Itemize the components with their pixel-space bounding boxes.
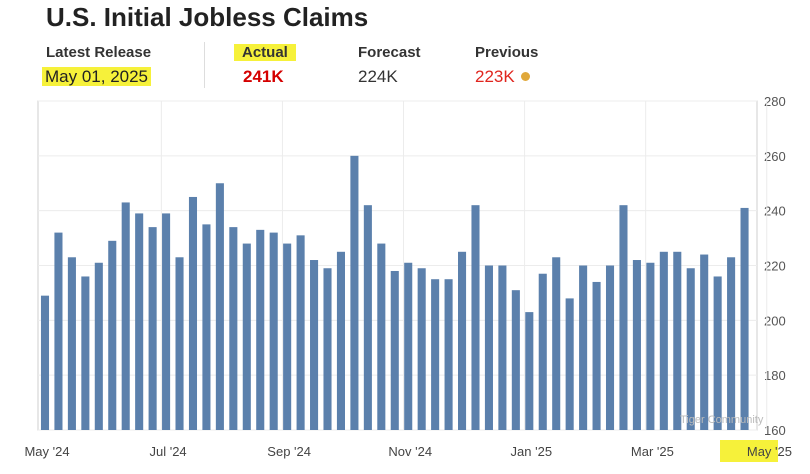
bar [404,262,413,430]
actual-label-text: Actual [234,44,296,61]
bar [202,224,211,430]
actual-label: Actual [234,44,296,61]
bar [498,265,507,430]
bar [363,205,372,430]
actual-value: 241K [243,67,284,86]
forecast-value: 224K [358,67,398,86]
y-tick-label: 220 [764,259,786,274]
bar [108,240,117,430]
bar [740,207,749,430]
x-tick-label: May '24 [24,444,69,459]
page-title: U.S. Initial Jobless Claims [46,2,369,32]
bar [727,257,736,430]
previous-dot-icon [520,72,530,81]
x-tick-label: May '25 [747,444,792,459]
bar [121,202,130,430]
y-tick-label: 240 [764,204,786,219]
bar [538,273,547,430]
latest-release-date: May 01, 2025 [42,67,152,86]
bar [673,251,682,430]
y-tick-label: 260 [764,149,786,164]
bar [229,227,238,430]
bar [471,205,480,430]
bar [54,232,63,430]
stats-divider [204,42,205,88]
watermark-text: Tiger Community [680,414,764,426]
x-tick-label: Mar '25 [631,444,674,459]
previous-label: Previous [475,44,539,61]
bar [552,257,561,430]
x-tick-label: Sep '24 [267,444,311,459]
bar [336,251,345,430]
bar [579,265,588,430]
bar [511,290,520,430]
bar [713,276,722,430]
x-tick-highlight [720,440,778,462]
bar [350,155,359,431]
bar [377,243,386,430]
bar [256,229,265,430]
bar [431,279,440,430]
bar [94,262,103,430]
latest-release-value: May 01, 2025 [42,67,152,87]
bar [646,262,655,430]
bar [81,276,90,430]
bar [632,260,641,430]
y-tick-label: 280 [764,94,786,109]
bar [592,281,601,430]
bar [175,257,184,430]
bar [310,260,319,430]
x-tick-label: Jan '25 [511,444,553,459]
bar [619,205,628,430]
bar [605,265,615,430]
latest-release-label: Latest Release [46,44,152,61]
bar [296,235,305,430]
previous-value-text: 223K [475,67,515,86]
bar [700,254,709,430]
bar [148,227,157,430]
x-tick-label: Jul '24 [149,444,186,459]
bar [323,268,332,430]
y-tick-label: 200 [764,313,786,328]
y-tick-label: 160 [764,423,786,438]
bar [565,298,574,430]
previous-value: 223K [475,67,530,87]
bar [40,295,50,430]
y-tick-label: 180 [764,368,786,383]
bar [162,213,171,430]
bar [444,279,453,430]
bar [269,232,278,430]
forecast-label: Forecast [358,44,421,61]
bar [525,312,534,430]
bar [390,270,399,430]
bar [417,268,426,430]
bar [659,251,668,430]
bar [484,265,493,430]
bar [242,243,251,430]
bar [188,196,198,430]
bar [458,251,467,430]
x-tick-label: Nov '24 [388,444,432,459]
bar [686,268,695,430]
bar [215,183,224,430]
bar [67,257,76,430]
bar [135,213,144,430]
bar [283,243,292,430]
